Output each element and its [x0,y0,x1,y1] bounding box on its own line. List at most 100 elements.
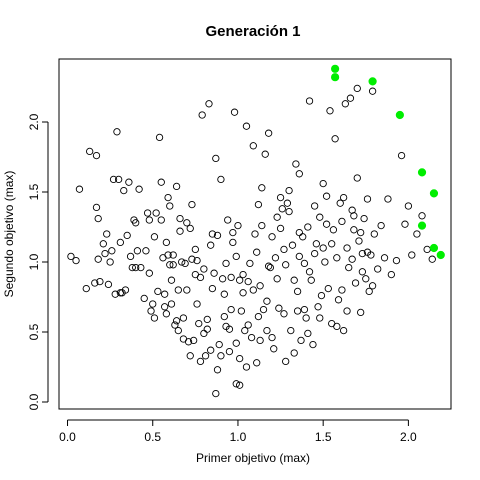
data-point [237,307,246,315]
data-point [418,212,426,220]
data-point [304,329,312,338]
data-point [264,262,273,270]
data-point [360,214,368,223]
data-point [324,284,332,293]
data-point [339,326,348,335]
data-point [316,314,324,322]
data-point [343,244,351,252]
x-tick-label: 1.5 [315,430,332,444]
data-point [423,245,431,254]
y-tick-label: 0.5 [27,323,41,340]
data-point [181,259,189,268]
data-point [305,268,314,276]
data-point [268,233,276,241]
data-point [362,275,370,283]
data-point [276,193,285,202]
data-point [370,230,378,238]
data-point [299,233,307,241]
data-point [137,263,145,272]
data-point [343,307,351,315]
data-point [169,251,177,259]
data-point [358,249,367,258]
data-point [263,326,271,335]
data-point [176,227,184,235]
data-point [328,240,336,248]
data-point [283,199,292,207]
data-point [232,252,240,261]
data-point [401,220,409,228]
data-point [377,221,385,230]
data-point [184,338,193,346]
data-point [143,209,152,217]
data-point [120,186,128,195]
data-point [82,284,90,293]
data-point [215,340,223,349]
data-point [351,279,360,287]
y-tick-label: 0.0 [27,393,41,410]
population-points [67,84,436,398]
pareto-point [417,221,427,230]
data-point [225,325,234,333]
data-point [186,224,194,233]
data-point [278,205,286,213]
data-point [171,321,179,329]
data-point [295,228,303,237]
data-point [338,286,346,294]
data-point [203,325,211,333]
data-point [304,223,312,231]
data-point [331,135,339,143]
y-axis-label: Segundo objetivo (max) [2,171,16,298]
data-point [276,224,285,233]
x-axis: 0.0 0.5 1.0 1.5 2.0 [59,419,417,444]
data-point [345,263,353,272]
y-tick-label: 1.5 [27,183,41,200]
data-point [256,336,264,345]
data-point [285,186,293,195]
data-point [312,240,321,248]
data-point [374,265,382,273]
data-point [239,270,247,279]
data-point [193,300,201,308]
data-point [72,256,80,265]
data-point [236,276,244,284]
data-point [249,286,257,294]
data-point [116,238,125,247]
data-point [94,255,102,263]
data-point [358,268,367,276]
data-point [408,251,416,259]
data-point [319,179,327,188]
data-point [188,200,196,209]
data-point [99,240,107,248]
data-point [295,252,303,261]
data-point [164,193,172,202]
data-point [365,287,373,296]
data-point [251,230,259,238]
data-point [230,108,239,116]
data-point [305,97,314,105]
data-point [75,185,84,193]
chart-title: Generación 1 [205,23,300,40]
data-point [339,193,348,202]
data-point [314,303,322,311]
pareto-point [395,110,404,120]
data-point [212,154,220,163]
data-point [256,282,264,290]
data-point [167,276,176,284]
data-point [109,175,118,184]
y-tick-label: 1.0 [27,253,41,270]
data-point [224,216,232,224]
data-point [147,307,155,315]
data-point [319,244,327,252]
data-point [290,349,298,357]
data-point [322,220,331,228]
data-point [242,363,251,371]
data-point [258,221,266,230]
data-point [263,297,271,305]
data-point [261,150,269,158]
data-point [227,273,235,282]
data-point [121,286,130,294]
data-point [115,175,123,184]
data-point [162,310,171,318]
data-point [363,195,372,203]
data-point [172,317,181,325]
